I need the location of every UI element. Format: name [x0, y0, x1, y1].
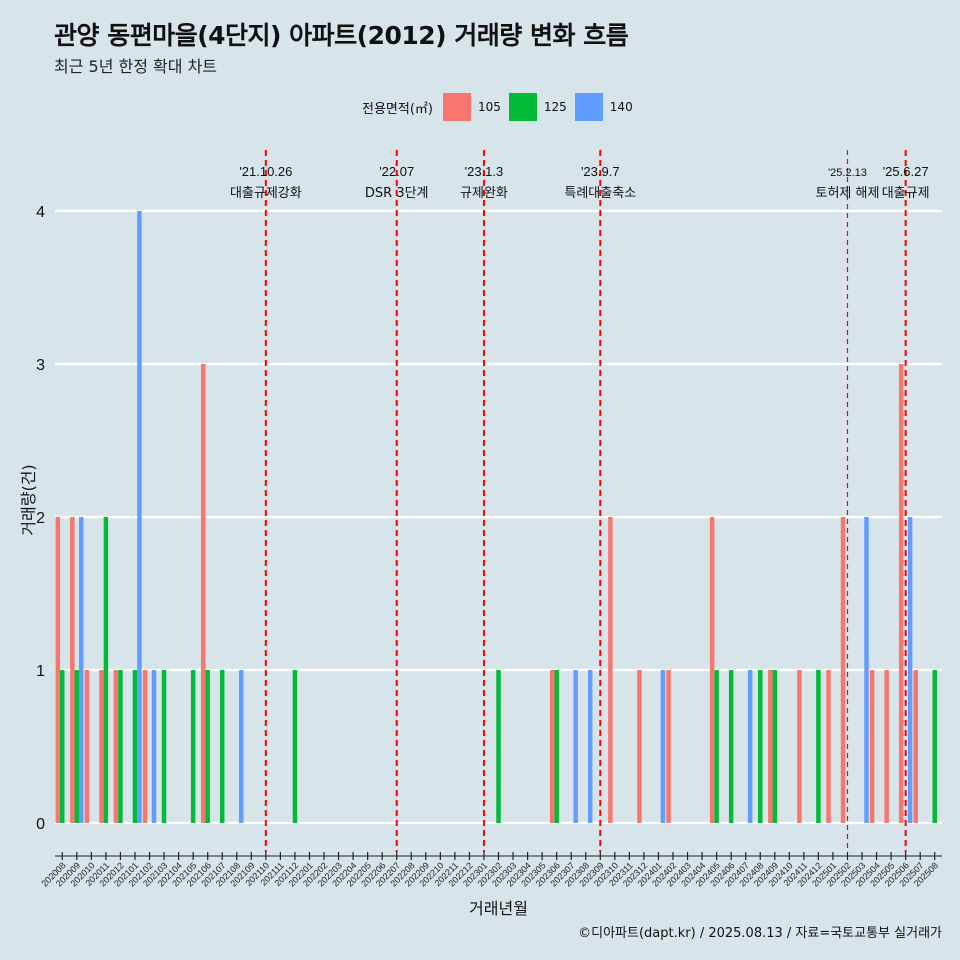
bar-125-202302	[496, 670, 501, 823]
bar-125-202408	[758, 670, 763, 823]
annotation-label-0: 대출규제강화	[230, 186, 302, 201]
bar-125-202412	[816, 670, 821, 823]
bar-105-202106	[200, 364, 206, 823]
bar-105-202504	[869, 670, 875, 823]
bar-125-202009	[74, 670, 80, 823]
legend-label-105: 105	[477, 100, 501, 114]
legend-title: 전용면적(㎡)	[362, 101, 433, 117]
bar-105-202011	[99, 670, 104, 823]
annotation-label-5: 대출규제	[882, 186, 930, 201]
legend-item-105: 105	[442, 93, 501, 121]
bar-105-202506	[898, 364, 904, 823]
bar-105-202502	[840, 517, 846, 823]
bar-125-202112	[292, 670, 298, 823]
bar-140-202307	[573, 670, 578, 823]
bar-125-202101	[132, 670, 138, 823]
legend-label-140: 140	[609, 100, 633, 114]
bar-140-202308	[587, 670, 593, 823]
y-tick-label: 1	[36, 663, 45, 680]
legend-swatch-105	[442, 93, 471, 121]
bar-105-202312	[637, 670, 642, 823]
bar-105-202306	[549, 670, 555, 823]
annotation-date-1: '22.07	[379, 164, 414, 179]
annotation-label-4: 토허제 해제	[816, 186, 880, 201]
x-axis-title: 거래년월	[469, 899, 528, 918]
legend-label-125: 125	[543, 100, 567, 114]
source-caption: ©디아파트(dapt.kr) / 2025.08.13 / 자료=국토교통부 실…	[578, 926, 942, 941]
chart-title: 관양 동편마을(4단지) 아파트(2012) 거래량 변화 흐름	[54, 21, 629, 50]
legend-item-125: 125	[508, 93, 567, 121]
chart-subtitle: 최근 5년 한정 확대 차트	[54, 57, 218, 76]
bar-125-202011	[103, 517, 109, 823]
annotation-label-2: 규제완화	[460, 186, 508, 201]
legend: 전용면적(㎡) 105 125 140	[362, 92, 641, 122]
y-tick-label: 3	[36, 357, 45, 374]
legend-item-140: 140	[574, 93, 633, 121]
bar-140-202503	[864, 517, 869, 823]
bar-125-202508	[932, 670, 937, 823]
bar-140-202009	[79, 517, 84, 823]
bar-125-202107	[219, 670, 225, 823]
y-tick-label: 4	[36, 204, 45, 221]
bar-125-202406	[728, 670, 734, 823]
bar-125-202105	[190, 670, 196, 823]
bar-125-202012	[118, 670, 123, 823]
bar-105-202507	[913, 670, 918, 823]
bar-140-202407	[747, 670, 753, 823]
bar-105-202009	[70, 517, 75, 823]
bar-140-202101	[137, 211, 142, 823]
bar-105-202411	[797, 670, 802, 823]
legend-swatch-140	[574, 93, 603, 121]
bar-125-202306	[554, 670, 559, 823]
bar-125-202103	[161, 670, 167, 823]
annotation-date-0: '21.10.26	[239, 164, 292, 179]
bar-105-202012	[113, 670, 119, 823]
bar-140-202401	[660, 670, 666, 823]
annotation-date-2: '23.1.3	[465, 164, 504, 179]
bar-105-202010	[84, 670, 90, 823]
bar-140-202506	[907, 517, 913, 823]
bar-125-202409	[772, 670, 778, 823]
annotation-date-3: '23.9.7	[581, 164, 620, 179]
bar-125-202405	[714, 670, 719, 823]
bar-140-202102	[151, 670, 157, 823]
annotation-label-3: 특례대출축소	[564, 186, 636, 201]
y-tick-label: 0	[36, 816, 45, 833]
bar-105-202102	[142, 670, 148, 823]
annotation-date-4: '25.2.13	[828, 167, 867, 179]
bar-105-202501	[826, 670, 831, 823]
bar-125-202106	[205, 670, 210, 823]
bar-105-202402	[666, 670, 671, 823]
bar-105-202008	[55, 517, 61, 823]
bar-140-202108	[238, 670, 244, 823]
legend-swatch-125	[508, 93, 537, 121]
y-tick-label: 2	[36, 510, 45, 527]
annotation-label-1: DSR 3단계	[365, 186, 429, 201]
bar-105-202505	[884, 670, 889, 823]
y-axis-title: 거래량(건)	[19, 464, 38, 535]
bar-105-202409	[768, 670, 773, 823]
bar-105-202405	[709, 517, 715, 823]
bar-105-202310	[608, 517, 613, 823]
annotation-date-5: '25.6.27	[883, 164, 929, 179]
bar-125-202008	[60, 670, 65, 823]
